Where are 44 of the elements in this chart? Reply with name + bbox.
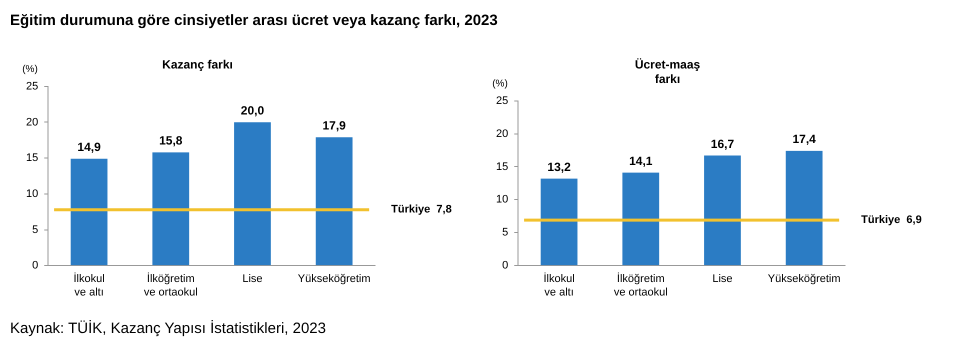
bar	[152, 152, 190, 266]
ref-line-label: Türkiye 7,8	[391, 204, 452, 216]
chart-title: Ücret-maaş farkı	[634, 58, 701, 86]
y-tick-label: 5	[502, 226, 508, 239]
text: Eğitim durumuna göre cinsiyetler arası ücret veya kazanç farkı, 2023	[10, 12, 498, 29]
ref-line-label: Türkiye 6,9	[861, 214, 922, 226]
chart-title: Kazanç farkı	[162, 58, 233, 72]
data-label: 17,4	[792, 132, 816, 146]
bar	[70, 158, 108, 266]
data-label: 14,1	[629, 154, 653, 168]
y-tick-label: 0	[32, 260, 38, 272]
data-label: 16,7	[710, 136, 734, 151]
data-label: 17,9	[322, 118, 346, 133]
y-tick-label: 25	[26, 80, 38, 92]
text: Kaynak: TÜİK, Kazanç Yapısı İstatistikleri, 2023	[10, 320, 326, 337]
x-tick-label: İlkokul ve altı	[543, 272, 575, 298]
y-tick-label: 15	[496, 160, 508, 173]
y-tick-label: 0	[502, 260, 508, 272]
y-tick-label: 20	[496, 128, 508, 140]
data-label: 14,9	[77, 140, 102, 154]
x-tick-label: Yükseköğretim	[768, 273, 841, 286]
x-tick-label: İlkokul ve altı	[73, 272, 105, 298]
x-tick-label: İlköğretim ve ortaokul	[144, 272, 198, 298]
data-label: 15,8	[159, 134, 183, 148]
x-tick-label: İlköğretim ve ortaokul	[614, 272, 668, 298]
bar	[316, 137, 353, 266]
data-label: 13,2	[547, 160, 572, 174]
bar	[540, 178, 578, 266]
y-tick-label: 10	[496, 194, 508, 206]
y-tick-label: 25	[496, 94, 508, 107]
data-label: 20,0	[240, 104, 264, 118]
x-tick-label: Lise	[242, 273, 263, 286]
x-tick-label: Yükseköğretim	[298, 273, 371, 286]
y-axis-title: (%)	[22, 64, 38, 76]
bar	[704, 156, 741, 266]
bar	[234, 122, 271, 266]
x-tick-label: Lise	[712, 273, 733, 286]
bar	[786, 150, 823, 266]
y-tick-label: 20	[26, 116, 38, 128]
y-axis-title: (%)	[492, 78, 508, 90]
y-tick-label: 10	[26, 188, 38, 200]
y-tick-label: 5	[32, 224, 38, 236]
bar	[622, 172, 660, 266]
y-tick-label: 15	[26, 152, 38, 164]
